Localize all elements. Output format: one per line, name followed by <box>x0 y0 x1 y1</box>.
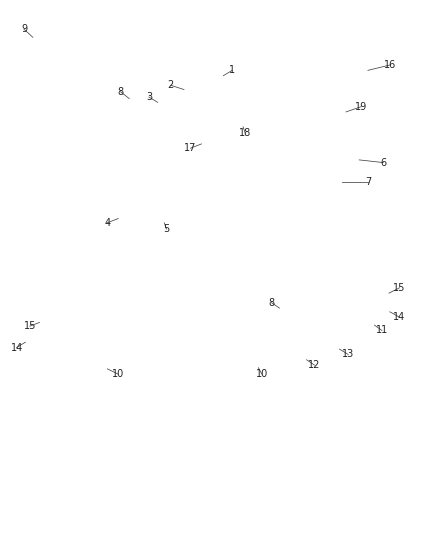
Text: 16: 16 <box>384 60 396 70</box>
Text: 17: 17 <box>184 143 197 153</box>
Text: 9: 9 <box>21 25 27 34</box>
Text: 14: 14 <box>11 343 23 352</box>
Text: 2: 2 <box>168 80 174 90</box>
Text: 6: 6 <box>380 158 386 167</box>
Text: 1: 1 <box>229 66 235 75</box>
Text: 5: 5 <box>163 224 170 234</box>
Text: 4: 4 <box>104 218 110 228</box>
Text: 10: 10 <box>256 369 268 379</box>
Text: 14: 14 <box>393 312 406 322</box>
Text: 15: 15 <box>24 321 36 331</box>
Text: 10: 10 <box>112 369 124 379</box>
Text: 13: 13 <box>342 350 354 359</box>
Text: 3: 3 <box>146 92 152 102</box>
Text: 8: 8 <box>117 87 124 96</box>
Text: 19: 19 <box>355 102 367 111</box>
Text: 11: 11 <box>376 326 388 335</box>
Text: 12: 12 <box>308 360 321 370</box>
Text: 8: 8 <box>268 298 275 308</box>
Text: 7: 7 <box>365 177 371 187</box>
Text: 18: 18 <box>239 128 251 138</box>
Text: 15: 15 <box>393 283 406 293</box>
